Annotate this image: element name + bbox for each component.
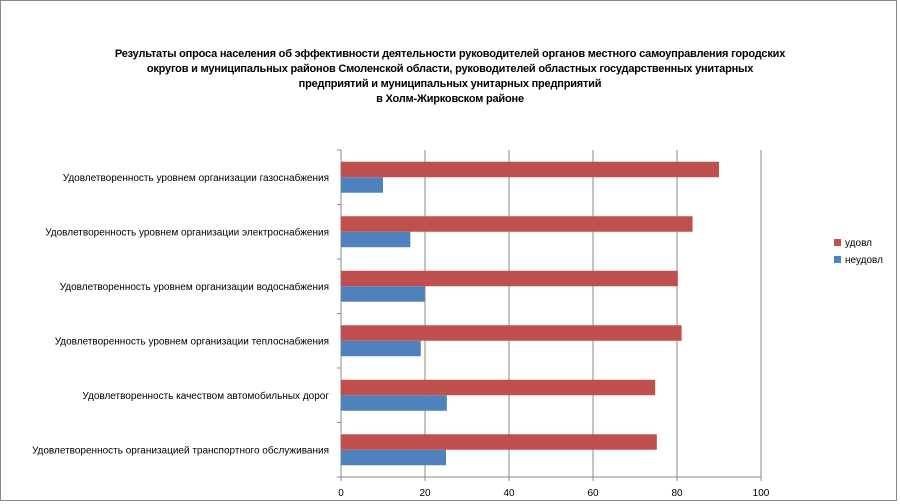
legend-swatch — [834, 256, 841, 263]
bar-udovl — [341, 161, 719, 178]
x-tick-label: 20 — [419, 488, 431, 499]
category-label: Удовлетворенность уровнем организации эл… — [45, 226, 329, 238]
legend-label: удовл — [845, 238, 872, 249]
x-tick-label: 60 — [587, 488, 599, 499]
bar-neudovl — [341, 286, 425, 302]
category-label: Удовлетворенность организацией транспорт… — [32, 444, 329, 456]
bar-udovl — [341, 325, 682, 341]
x-tick-label: 100 — [753, 488, 770, 499]
title-line: предприятий и муниципальных унитарных пр… — [298, 78, 602, 90]
category-label: Удовлетворенность уровнем организации га… — [63, 172, 329, 184]
bar-udovl — [341, 270, 678, 287]
category-label: Удовлетворенность качеством автомобильны… — [82, 390, 329, 402]
legend-label: неудовл — [845, 255, 883, 266]
bar-udovl — [341, 216, 693, 232]
bar-udovl — [341, 379, 656, 396]
bar-neudovl — [341, 177, 383, 193]
x-tick-label: 80 — [671, 488, 683, 499]
bar-udovl — [341, 434, 657, 450]
bar-neudovl — [341, 395, 447, 411]
chart-title: Результаты опроса населения об эффективн… — [60, 47, 840, 107]
category-label: Удовлетворенность уровнем организации те… — [55, 335, 329, 347]
bar-neudovl — [341, 231, 411, 248]
x-tick-label: 0 — [338, 488, 344, 499]
title-line: в Холм-Жирковском районе — [376, 93, 524, 105]
x-tick-label: 40 — [503, 488, 515, 499]
title-line: округов и муниципальных районов Смоленск… — [146, 63, 754, 75]
category-label: Удовлетворенность уровнем организации во… — [60, 281, 329, 293]
bar-neudovl — [341, 449, 446, 466]
legend-swatch — [834, 239, 841, 246]
title-line: Результаты опроса населения об эффективн… — [114, 48, 786, 60]
bar-neudovl — [341, 340, 421, 357]
